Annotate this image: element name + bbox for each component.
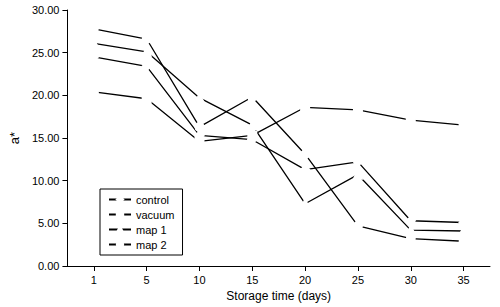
svg-text:map 2: map 2 [136,239,167,251]
svg-text:0.00: 0.00 [38,260,59,272]
svg-text:15: 15 [246,274,258,286]
svg-text:control: control [136,194,169,206]
svg-text:a*: a* [7,132,22,144]
svg-text:30.00: 30.00 [32,4,60,16]
svg-text:15.00: 15.00 [32,132,60,144]
svg-text:35: 35 [457,274,469,286]
svg-text:vacuum: vacuum [136,209,175,221]
svg-text:Storage time (days): Storage time (days) [226,289,331,303]
svg-text:20: 20 [299,274,311,286]
svg-text:10: 10 [193,274,205,286]
svg-text:5.00: 5.00 [38,217,59,229]
svg-text:25.00: 25.00 [32,47,60,59]
svg-text:10.00: 10.00 [32,175,60,187]
svg-text:30: 30 [405,274,417,286]
svg-text:20.00: 20.00 [32,89,60,101]
svg-text:map 1: map 1 [136,224,167,236]
svg-text:5: 5 [144,274,150,286]
svg-text:1: 1 [91,274,97,286]
svg-text:25: 25 [352,274,364,286]
